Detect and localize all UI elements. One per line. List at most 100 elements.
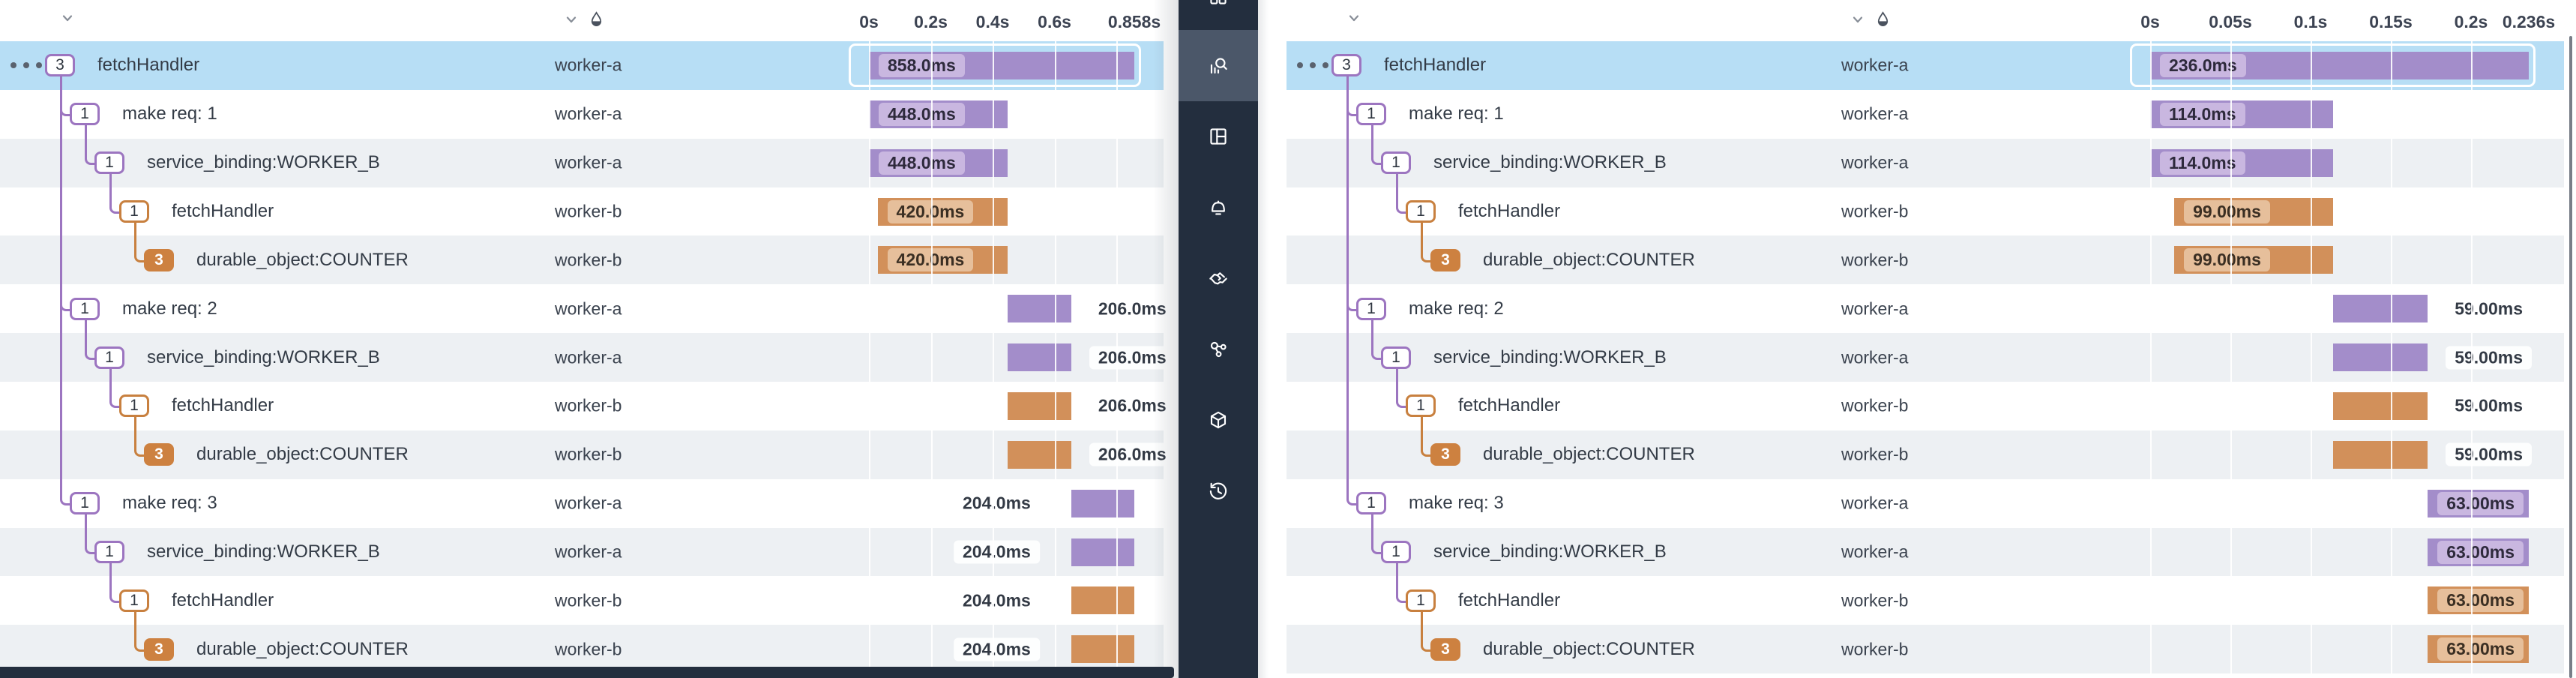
expand-badge[interactable]: 3 bbox=[144, 638, 174, 661]
expand-badge[interactable]: 3 bbox=[144, 248, 174, 272]
span-row[interactable]: 1 make req: 3 worker-a 63.00ms bbox=[1287, 479, 2564, 528]
span-row[interactable]: 1 make req: 2 worker-a 59.00ms bbox=[1287, 284, 2564, 333]
span-row[interactable]: 1 service_binding:WORKER_B worker-a 114.0ms bbox=[1287, 138, 2564, 188]
expand-badge[interactable]: 1 bbox=[1381, 346, 1411, 369]
span-row[interactable]: 3 durable_object:COUNTER worker-b 420.0ms bbox=[0, 236, 1164, 285]
duration-bar[interactable] bbox=[1071, 586, 1134, 615]
span-row[interactable]: 1 fetchHandler worker-b 206.0ms bbox=[0, 382, 1176, 430]
duration-bar[interactable] bbox=[2332, 344, 2428, 372]
span-row[interactable]: 1 fetchHandler worker-b 204.0ms bbox=[0, 576, 1164, 625]
span-row[interactable]: 3 fetchHandler worker-a 236.0ms bbox=[1287, 41, 2564, 90]
duration-bar[interactable]: 420.0ms bbox=[877, 197, 1008, 226]
droplet-icon[interactable] bbox=[1874, 10, 1892, 28]
expand-badge[interactable]: 1 bbox=[1406, 200, 1436, 223]
span-row[interactable]: 3 durable_object:COUNTER worker-b 63.00ms bbox=[1287, 625, 2564, 674]
duration-bar[interactable]: 448.0ms bbox=[869, 148, 1008, 177]
droplet-icon[interactable] bbox=[588, 10, 605, 28]
duration-bar[interactable]: 63.00ms bbox=[2428, 635, 2529, 664]
span-row[interactable]: 1 make req: 1 worker-a 448.0ms bbox=[0, 90, 1164, 139]
expand-badge[interactable]: 3 bbox=[1430, 638, 1460, 661]
expand-badge[interactable]: 1 bbox=[94, 152, 124, 175]
handshake-icon[interactable] bbox=[1209, 268, 1229, 289]
span-row[interactable]: 3 durable_object:COUNTER worker-b 99.00ms bbox=[1287, 236, 2564, 285]
graph-nodes-icon[interactable] bbox=[1209, 340, 1229, 360]
duration-bar[interactable]: 63.00ms bbox=[2428, 538, 2529, 566]
span-row[interactable]: 3 durable_object:COUNTER worker-b 59.00ms bbox=[1287, 430, 2564, 479]
expand-badge[interactable]: 1 bbox=[1406, 394, 1436, 418]
vertical-scrollbar[interactable] bbox=[2569, 36, 2572, 678]
span-row[interactable]: 1 fetchHandler worker-b 420.0ms bbox=[0, 188, 1164, 236]
cube-icon[interactable] bbox=[1209, 410, 1229, 430]
expand-badge[interactable]: 3 bbox=[1331, 54, 1361, 77]
expand-badge[interactable]: 1 bbox=[1381, 540, 1411, 563]
duration-bar[interactable]: 99.00ms bbox=[2174, 246, 2333, 274]
duration-bar[interactable] bbox=[1071, 538, 1134, 566]
expand-badge[interactable]: 3 bbox=[1430, 443, 1460, 466]
duration-bar[interactable] bbox=[1007, 440, 1071, 469]
expand-badge[interactable]: 1 bbox=[119, 589, 149, 612]
chevron-down-icon[interactable] bbox=[1346, 10, 1361, 26]
span-row[interactable]: 3 fetchHandler worker-a 858.0ms bbox=[0, 41, 1164, 90]
duration-bar[interactable]: 858.0ms bbox=[869, 52, 1134, 80]
expand-badge[interactable]: 1 bbox=[70, 492, 100, 515]
bell-icon[interactable] bbox=[1209, 198, 1229, 218]
chevron-down-icon[interactable] bbox=[1850, 12, 1865, 27]
duration-bar[interactable] bbox=[1071, 489, 1134, 518]
duration-bar[interactable] bbox=[2332, 295, 2428, 323]
span-row[interactable]: 1 service_binding:WORKER_B worker-a 63.00ms bbox=[1287, 527, 2564, 577]
span-row[interactable]: 1 make req: 3 worker-a 204.0ms bbox=[0, 479, 1164, 528]
duration-bar[interactable] bbox=[1007, 392, 1071, 420]
span-row[interactable]: 1 fetchHandler worker-b 59.00ms bbox=[1287, 382, 2564, 430]
expand-badge[interactable]: 3 bbox=[144, 443, 174, 466]
duration-bar[interactable]: 114.0ms bbox=[2150, 100, 2333, 128]
expand-badge[interactable]: 1 bbox=[70, 103, 100, 126]
duration-bar[interactable]: 448.0ms bbox=[869, 100, 1008, 128]
row-options-dots[interactable] bbox=[10, 62, 42, 69]
expand-badge[interactable]: 1 bbox=[1356, 103, 1386, 126]
span-row[interactable]: 1 service_binding:WORKER_B worker-a 448.0ms bbox=[0, 138, 1164, 188]
duration-bar[interactable]: 63.00ms bbox=[2428, 489, 2529, 518]
span-row[interactable]: 3 durable_object:COUNTER worker-b 204.0ms bbox=[0, 625, 1164, 674]
column-header-service[interactable] bbox=[555, 10, 605, 28]
span-row[interactable]: 1 make req: 2 worker-a 206.0ms bbox=[0, 284, 1176, 333]
duration-bar[interactable] bbox=[1007, 295, 1071, 323]
expand-badge[interactable]: 1 bbox=[1356, 492, 1386, 515]
span-row[interactable]: 1 service_binding:WORKER_B worker-a 204.0ms bbox=[0, 527, 1164, 577]
column-header-name[interactable] bbox=[1337, 10, 1361, 26]
column-header-service[interactable] bbox=[1841, 10, 1892, 28]
duration-bar[interactable] bbox=[1071, 635, 1134, 664]
span-row[interactable]: 3 durable_object:COUNTER worker-b 206.0ms bbox=[0, 430, 1176, 479]
span-row[interactable]: 1 service_binding:WORKER_B worker-a 206.0ms bbox=[0, 333, 1176, 382]
chevron-down-icon[interactable] bbox=[60, 10, 75, 26]
apps-grid-icon[interactable] bbox=[1209, 0, 1229, 7]
duration-bar[interactable]: 236.0ms bbox=[2150, 52, 2529, 80]
span-row[interactable]: 1 make req: 1 worker-a 114.0ms bbox=[1287, 90, 2564, 139]
duration-bar[interactable] bbox=[1007, 344, 1071, 372]
expand-badge[interactable]: 1 bbox=[94, 540, 124, 563]
dashboards-icon[interactable] bbox=[1209, 127, 1229, 147]
span-row[interactable]: 1 service_binding:WORKER_B worker-a 59.00ms bbox=[1287, 333, 2564, 382]
explore-traces-icon[interactable] bbox=[1209, 56, 1229, 76]
expand-badge[interactable]: 3 bbox=[1430, 248, 1460, 272]
span-row[interactable]: 1 fetchHandler worker-b 63.00ms bbox=[1287, 576, 2564, 625]
expand-badge[interactable]: 1 bbox=[1381, 152, 1411, 175]
expand-badge[interactable]: 1 bbox=[1356, 297, 1386, 320]
column-header-name[interactable] bbox=[51, 10, 75, 26]
duration-bar[interactable] bbox=[2332, 440, 2428, 469]
expand-badge[interactable]: 3 bbox=[45, 54, 75, 77]
horizontal-scrollbar[interactable] bbox=[0, 667, 1174, 678]
duration-bar[interactable]: 420.0ms bbox=[877, 246, 1008, 274]
expand-badge[interactable]: 1 bbox=[119, 394, 149, 418]
duration-bar[interactable]: 63.00ms bbox=[2428, 586, 2529, 615]
duration-bar[interactable]: 114.0ms bbox=[2150, 148, 2333, 177]
history-icon[interactable] bbox=[1209, 482, 1229, 502]
expand-badge[interactable]: 1 bbox=[1406, 589, 1436, 612]
duration-bar[interactable] bbox=[2332, 392, 2428, 420]
expand-badge[interactable]: 1 bbox=[119, 200, 149, 223]
chevron-down-icon[interactable] bbox=[564, 12, 579, 27]
span-row[interactable]: 1 fetchHandler worker-b 99.00ms bbox=[1287, 188, 2564, 236]
expand-badge[interactable]: 1 bbox=[70, 297, 100, 320]
expand-badge[interactable]: 1 bbox=[94, 346, 124, 369]
duration-bar[interactable]: 99.00ms bbox=[2174, 197, 2333, 226]
row-options-dots[interactable] bbox=[1297, 62, 1328, 69]
